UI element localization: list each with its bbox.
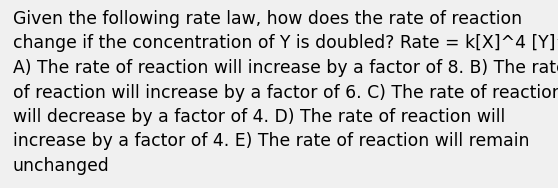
Text: increase by a factor of 4. E) The rate of reaction will remain: increase by a factor of 4. E) The rate o… xyxy=(13,133,530,151)
Text: A) The rate of reaction will increase by a factor of 8. B) The rate: A) The rate of reaction will increase by… xyxy=(13,59,558,77)
Text: unchanged: unchanged xyxy=(13,157,110,175)
Text: of reaction will increase by a factor of 6. C) The rate of reaction: of reaction will increase by a factor of… xyxy=(13,83,558,102)
Text: Given the following rate law, how does the rate of reaction: Given the following rate law, how does t… xyxy=(13,10,522,28)
Text: will decrease by a factor of 4. D) The rate of reaction will: will decrease by a factor of 4. D) The r… xyxy=(13,108,505,126)
Text: change if the concentration of Y is doubled? Rate = k[X]^4 [Y]^3: change if the concentration of Y is doub… xyxy=(13,35,558,52)
